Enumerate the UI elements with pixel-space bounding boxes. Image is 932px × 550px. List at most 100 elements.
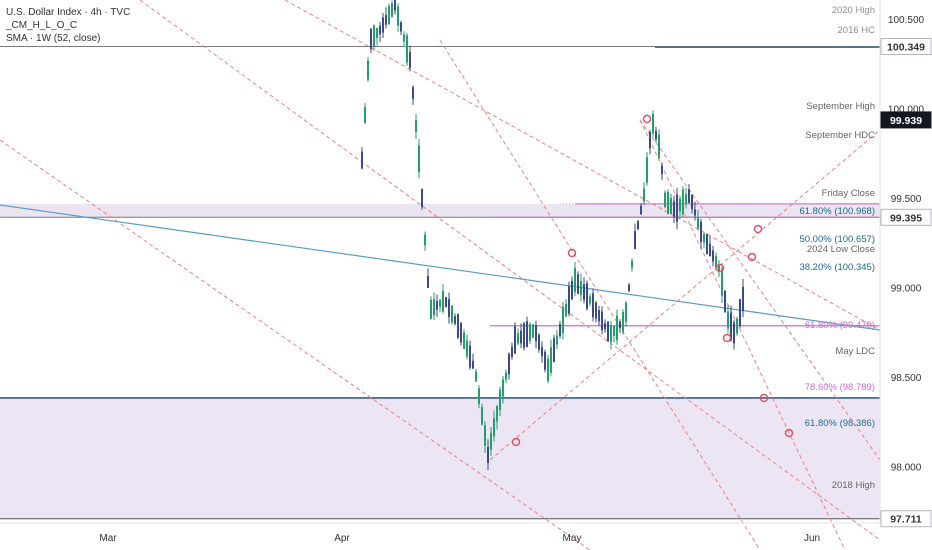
- candle-body: [739, 299, 741, 326]
- x-tick-label: Jun: [804, 533, 820, 544]
- candle-body: [679, 198, 681, 212]
- candle-body: [547, 358, 549, 382]
- y-tick-label: 98.500: [891, 373, 922, 384]
- label-fib-78-6: 78.60% (98.789): [805, 382, 875, 393]
- candle-body: [607, 321, 609, 342]
- candle-body: [457, 314, 459, 338]
- candle-body: [640, 205, 642, 215]
- y-tick-label: 100.500: [888, 15, 925, 26]
- price-tag-box: [880, 208, 932, 226]
- x-tick-label: May: [563, 533, 582, 544]
- candle-body: [655, 130, 657, 140]
- candle-body: [514, 326, 516, 354]
- candle-body: [484, 425, 486, 446]
- candle-body: [517, 333, 519, 344]
- marker-7: [784, 428, 794, 438]
- candle-body: [688, 189, 690, 203]
- y-tick-label: 100.000: [888, 105, 925, 116]
- candle-body: [574, 267, 576, 293]
- label-2024-low-close: 2024 Low Close: [807, 244, 875, 255]
- candle-body: [529, 324, 531, 341]
- y-tick-label: 99.500: [891, 194, 922, 205]
- candle-body: [520, 330, 522, 344]
- candle-body: [727, 311, 729, 329]
- zone-0: [0, 397, 880, 519]
- y-tick-label: 98.000: [891, 463, 922, 474]
- price-tag-text: 97.711: [890, 514, 922, 526]
- marker-5: [753, 224, 763, 234]
- candle-body: [544, 351, 546, 370]
- label-fib-38-2: 38.20% (100.345): [799, 262, 875, 273]
- candle-body: [523, 323, 525, 348]
- candle-body: [469, 345, 471, 368]
- label-may-ldc: May LDC: [835, 346, 875, 357]
- candle-body: [703, 233, 705, 243]
- candle-body: [364, 107, 366, 123]
- candle-body: [595, 302, 597, 319]
- candle-body: [376, 28, 378, 38]
- marker-8: [722, 333, 732, 343]
- candle-body: [577, 274, 579, 294]
- candle-body: [550, 347, 552, 373]
- candle-body: [697, 217, 699, 229]
- candle-body: [586, 283, 588, 309]
- candle-body: [466, 340, 468, 357]
- marker-1: [567, 248, 577, 258]
- label-fib-61-8-pink: 61.80% (99.470): [805, 320, 875, 331]
- candle-body: [628, 284, 630, 292]
- candle-body: [622, 312, 624, 332]
- candle-body: [505, 372, 507, 380]
- legend-indicator-1: _CM_H_L_O_C: [6, 20, 78, 31]
- candle-body: [613, 326, 615, 336]
- chart-legend: U.S. Dollar Index · 4h · TVC _CM_H_L_O_C…: [6, 6, 130, 45]
- candle-body: [370, 28, 372, 50]
- candle-body: [436, 300, 438, 310]
- candle-body: [535, 325, 537, 342]
- marker-3: [715, 263, 725, 273]
- label-2016-hc: 2016 HC: [838, 25, 876, 36]
- trendline: [0, 204, 881, 331]
- candle-body: [676, 194, 678, 222]
- candle-body: [412, 87, 414, 99]
- label-fib-61-8-low: 61.80% (98.386): [805, 418, 875, 429]
- legend-indicator-2: SMA · 1W (52, close): [6, 33, 101, 44]
- candle-body: [448, 299, 450, 317]
- candle-body: [583, 284, 585, 300]
- channel-line-1: [439, 39, 761, 550]
- candle-body: [451, 305, 453, 323]
- label-friday-close: Friday Close: [822, 188, 875, 199]
- candle-body: [730, 312, 732, 341]
- candle-body: [568, 286, 570, 314]
- candle-body: [472, 360, 474, 369]
- candle-body: [478, 388, 480, 404]
- candle-body: [403, 34, 405, 42]
- candle-body: [619, 321, 621, 329]
- candle-body: [424, 234, 426, 246]
- candle-body: [427, 276, 429, 288]
- marker-2: [511, 437, 521, 447]
- candle-body: [481, 406, 483, 425]
- candle-body: [499, 389, 501, 411]
- candle-body: [652, 113, 654, 134]
- marker-6: [759, 393, 769, 403]
- price-tag-text: 100.349: [887, 42, 925, 54]
- candle-body: [454, 316, 456, 324]
- candle-body: [691, 194, 693, 210]
- candle-body: [394, 0, 396, 11]
- price-tag-box: [880, 38, 932, 56]
- candle-body: [379, 25, 381, 35]
- candle-body: [532, 324, 534, 338]
- candle-body: [736, 318, 738, 334]
- candle-body: [487, 446, 489, 464]
- candle-body: [712, 250, 714, 262]
- x-tick-label: Apr: [334, 533, 350, 544]
- candle-body: [415, 120, 417, 132]
- candle-body: [601, 311, 603, 331]
- candle-body: [649, 131, 651, 149]
- channel-line-2: [0, 139, 591, 550]
- label-2018-high: 2018 High: [832, 480, 875, 491]
- candle-body: [592, 293, 594, 318]
- candle-body: [571, 280, 573, 300]
